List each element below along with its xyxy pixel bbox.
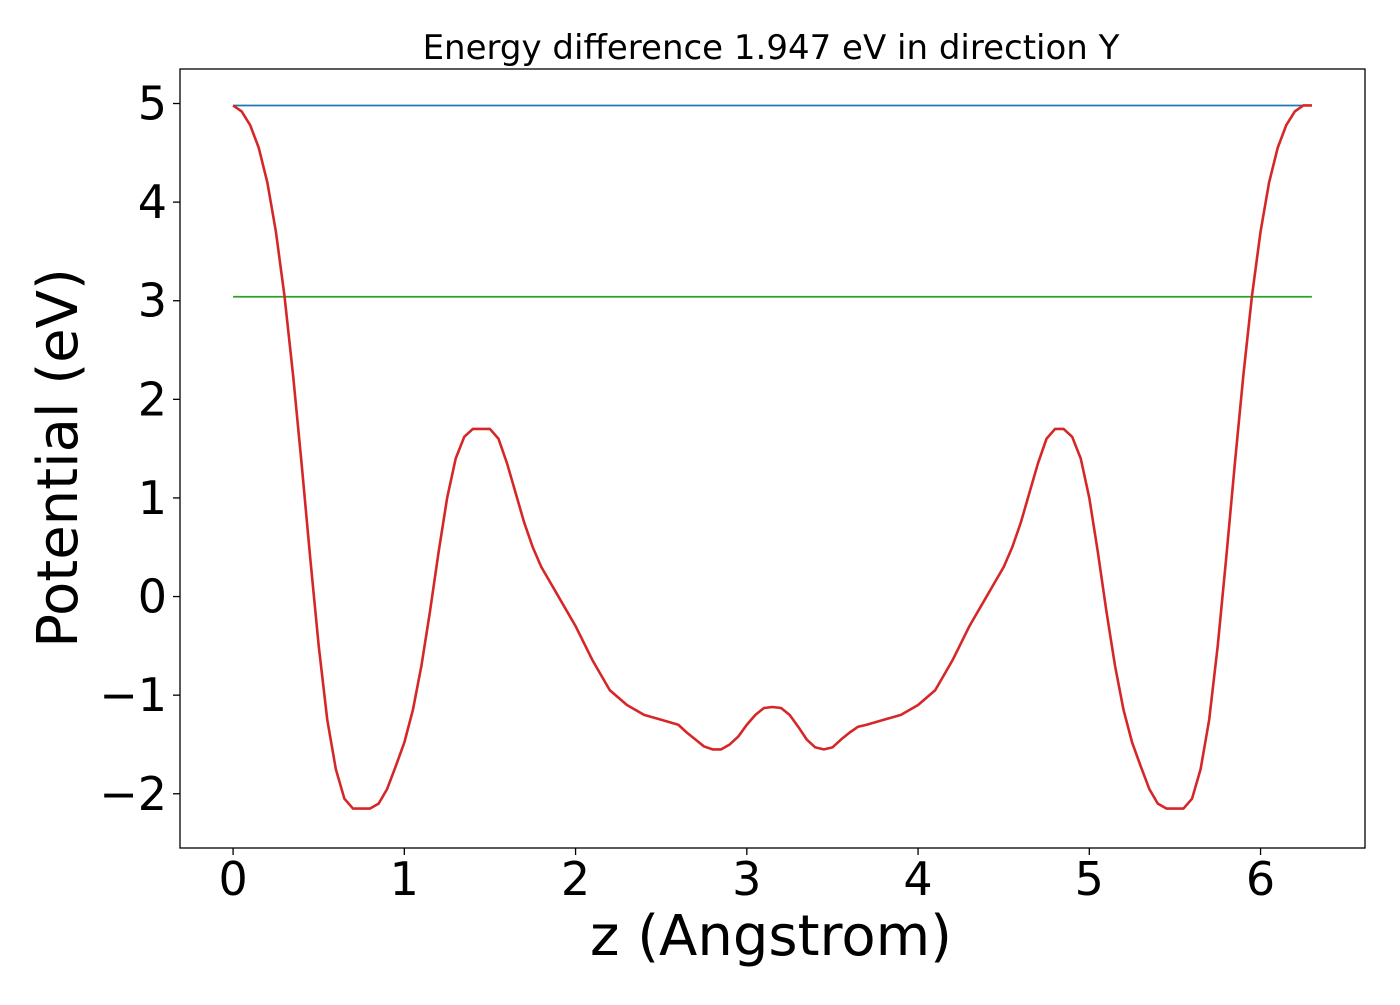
y-tick-label: −1 [99,668,167,722]
x-tick-label: 3 [732,852,761,906]
x-axis: 0 1 2 3 4 5 6 [218,848,1275,906]
y-tick-label: 1 [138,471,167,525]
y-tick-label: 3 [138,274,167,328]
x-tick-label: 4 [903,852,932,906]
y-tick-label: 2 [138,372,167,426]
series-line-3 [232,104,1312,810]
y-tick-label: 5 [138,77,167,131]
x-tick-label: 2 [561,852,590,906]
y-tick-label: −2 [99,767,167,821]
x-tick-label: 5 [1075,852,1104,906]
y-axis-label: Potential (eV) [26,268,91,648]
series-layer [232,104,1312,810]
x-axis-label: z (Angstrom) [590,904,952,969]
y-axis: −2 −1 0 1 2 3 4 5 [99,77,180,821]
y-tick-label: 0 [138,570,167,624]
x-tick-label: 1 [390,852,419,906]
x-tick-label: 0 [218,852,247,906]
chart-title: Energy difference 1.947 eV in direction … [423,28,1120,68]
y-tick-label: 4 [138,175,167,229]
x-tick-label: 6 [1246,852,1275,906]
plot-area-frame [179,68,1366,849]
